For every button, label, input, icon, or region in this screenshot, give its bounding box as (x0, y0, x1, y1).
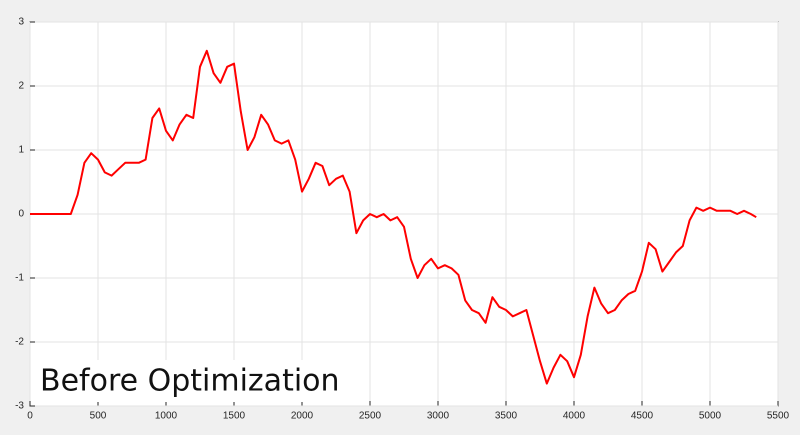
x-tick-label: 4500 (631, 411, 654, 422)
x-tick-label: 0 (27, 411, 33, 422)
x-tick-label: 2500 (359, 411, 382, 422)
annotation-box (34, 360, 364, 402)
y-tick-label: 3 (18, 17, 24, 28)
annotation: Before Optimization (40, 364, 340, 399)
x-tick-label: 4000 (563, 411, 586, 422)
x-tick-label: 1500 (223, 411, 246, 422)
y-tick-label: -2 (15, 337, 24, 348)
x-tick-label: 5000 (699, 411, 722, 422)
x-tick-label: 2000 (291, 411, 314, 422)
x-tick-label: 1000 (155, 411, 178, 422)
y-tick-label: -3 (15, 401, 24, 412)
x-tick-label: 5500 (767, 411, 790, 422)
y-tick-label: -1 (15, 273, 24, 284)
y-tick-label: 1 (18, 145, 24, 156)
y-tick-label: 0 (18, 209, 24, 220)
x-tick-label: 3500 (495, 411, 518, 422)
y-tick-label: 2 (18, 81, 24, 92)
data-line (30, 49, 757, 385)
x-tick-label: 500 (90, 411, 107, 422)
x-tick-label: 3000 (427, 411, 450, 422)
